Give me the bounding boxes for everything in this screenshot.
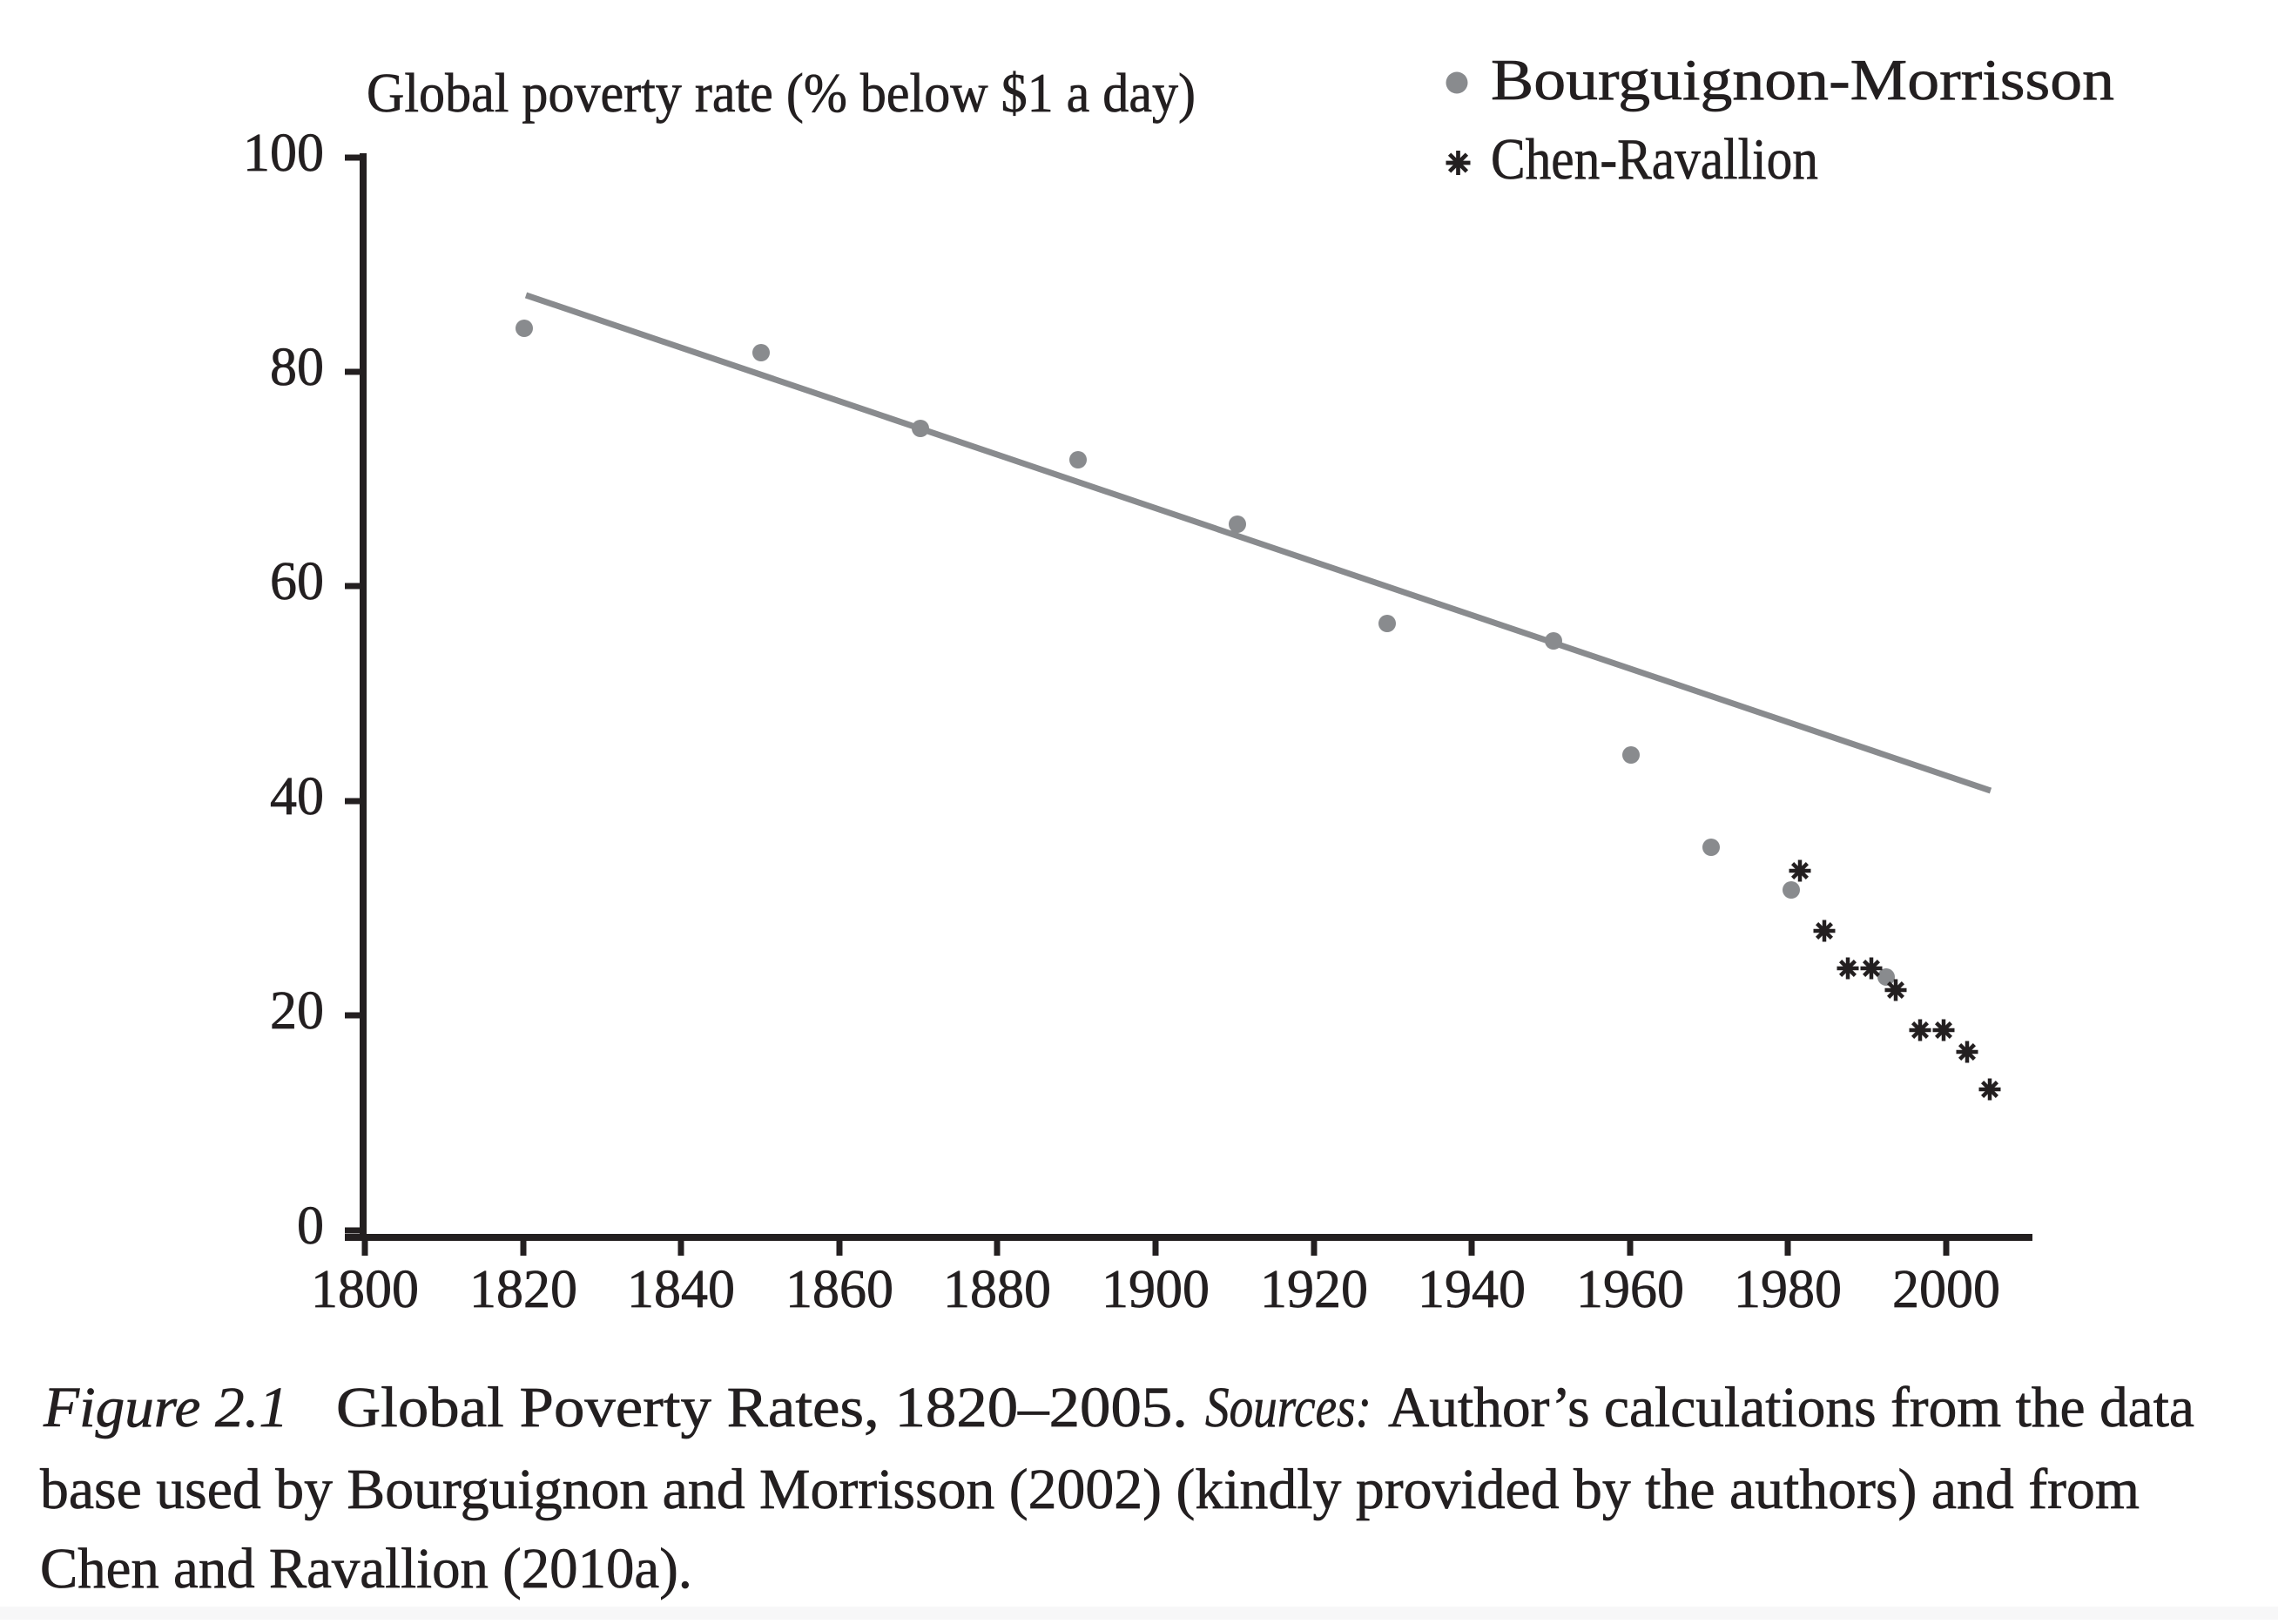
- svg-text:Chen and Ravallion (2010a).: Chen and Ravallion (2010a).: [40, 1537, 692, 1600]
- svg-text:1880: 1880: [943, 1260, 1051, 1319]
- svg-text:2000: 2000: [1892, 1260, 2000, 1319]
- svg-text:60: 60: [270, 552, 324, 611]
- svg-text:Global poverty rate (% below $: Global poverty rate (% below $1 a day): [367, 63, 1196, 124]
- svg-text:Sources:: Sources:: [1205, 1376, 1372, 1439]
- svg-text:Figure 2.1: Figure 2.1: [43, 1376, 288, 1439]
- svg-text:80: 80: [270, 338, 324, 397]
- svg-text:1900: 1900: [1102, 1260, 1210, 1319]
- svg-text:1960: 1960: [1576, 1260, 1684, 1319]
- svg-text:1980: 1980: [1734, 1260, 1842, 1319]
- svg-text:1820: 1820: [469, 1260, 577, 1319]
- svg-text:Chen-Ravallion: Chen-Ravallion: [1491, 127, 1818, 192]
- svg-text:40: 40: [270, 767, 324, 826]
- svg-text:Author’s calculations from the: Author’s calculations from the data: [1388, 1376, 2194, 1439]
- svg-text:0: 0: [297, 1196, 324, 1256]
- svg-text:base used by Bourguignon and M: base used by Bourguignon and Morrisson (…: [40, 1458, 2140, 1521]
- svg-text:1940: 1940: [1418, 1260, 1526, 1319]
- svg-text:20: 20: [270, 981, 324, 1041]
- svg-text:100: 100: [243, 124, 324, 183]
- svg-text:1860: 1860: [785, 1260, 893, 1319]
- svg-text:1840: 1840: [627, 1260, 735, 1319]
- svg-text:1800: 1800: [311, 1260, 419, 1319]
- svg-text:Global Poverty Rates, 1820–200: Global Poverty Rates, 1820–2005.: [336, 1376, 1188, 1439]
- svg-text:1920: 1920: [1260, 1260, 1368, 1319]
- svg-text:Bourguignon-Morrisson: Bourguignon-Morrisson: [1491, 48, 2114, 112]
